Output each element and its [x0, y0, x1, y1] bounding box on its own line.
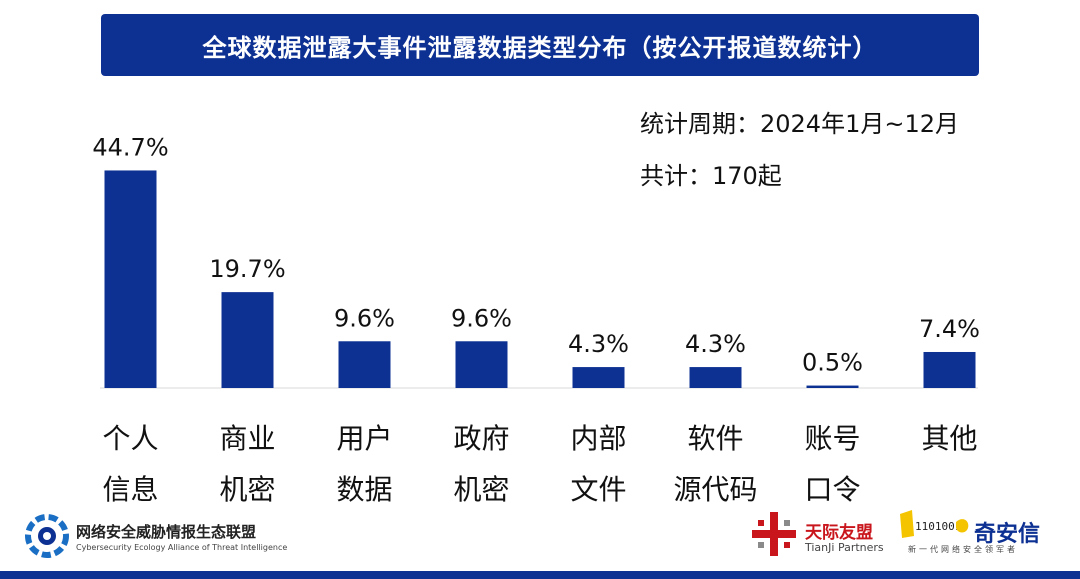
bar-5: [689, 367, 742, 388]
alliance-name: 网络安全威胁情报生态联盟: [76, 523, 257, 541]
title-banner: 全球数据泄露大事件泄露数据类型分布（按公开报道数统计）: [101, 14, 979, 76]
tianji-subtitle: TianJi Partners: [805, 541, 884, 554]
category-label-5-1: 源代码: [673, 473, 757, 506]
category-label-2-0: 用户: [336, 422, 392, 455]
category-label-2-1: 数据: [336, 473, 392, 506]
category-label-7-0: 其他: [921, 422, 977, 455]
stats-block: 统计周期：2024年1月~12月 共计：170起: [640, 98, 959, 202]
data-label-2: 9.6%: [334, 304, 395, 332]
category-label-4-1: 文件: [570, 473, 626, 506]
category-label-0-1: 信息: [102, 473, 158, 506]
bar-4: [572, 367, 625, 388]
tianji-emblem-icon: [752, 512, 796, 556]
alliance-logo: 网络安全威胁情报生态联盟 Cybersecurity Ecology Allia…: [24, 513, 324, 561]
bottom-bar: [0, 571, 1080, 579]
bar-1: [221, 292, 274, 388]
bar-6: [806, 385, 859, 388]
category-label-1-1: 机密: [219, 473, 275, 506]
alliance-emblem-icon: [25, 514, 69, 558]
data-label-1: 19.7%: [209, 255, 285, 283]
category-label-6-0: 账号: [804, 422, 860, 455]
data-label-7: 7.4%: [919, 315, 980, 343]
qianxin-name: 奇安信: [974, 522, 1041, 547]
category-label-4-0: 内部: [570, 422, 626, 455]
qianxin-logo-digits: 1101001: [915, 520, 961, 533]
data-label-0: 44.7%: [92, 133, 168, 161]
tianji-name: 天际友盟: [805, 523, 873, 543]
data-label-5: 4.3%: [685, 330, 746, 358]
category-label-3-1: 机密: [453, 473, 509, 506]
chart-title: 全球数据泄露大事件泄露数据类型分布（按公开报道数统计）: [202, 33, 878, 62]
stat-period: 统计周期：2024年1月~12月: [640, 110, 959, 138]
category-label-1-0: 商业: [219, 422, 275, 455]
qianxin-emblem-icon: 1101001: [900, 510, 969, 538]
qianxin-logo: 1101001 奇安信 新一代网络安全领军者: [898, 508, 1068, 560]
bar-2: [338, 341, 391, 388]
stat-total: 共计：170起: [640, 162, 782, 190]
qianxin-tagline: 新一代网络安全领军者: [908, 545, 1018, 554]
category-label-0-0: 个人: [102, 422, 158, 455]
category-label-3-0: 政府: [453, 422, 509, 455]
bar-7: [923, 351, 976, 388]
data-label-6: 0.5%: [802, 349, 863, 377]
bar-0: [104, 170, 157, 388]
category-label-5-0: 软件: [687, 422, 743, 455]
category-label-6-1: 口令: [804, 473, 860, 506]
data-label-4: 4.3%: [568, 330, 629, 358]
tianji-logo: 天际友盟 TianJi Partners: [750, 510, 890, 560]
bar-3: [455, 341, 508, 388]
alliance-subtitle: Cybersecurity Ecology Alliance of Threat…: [76, 543, 288, 552]
data-label-3: 9.6%: [451, 304, 512, 332]
